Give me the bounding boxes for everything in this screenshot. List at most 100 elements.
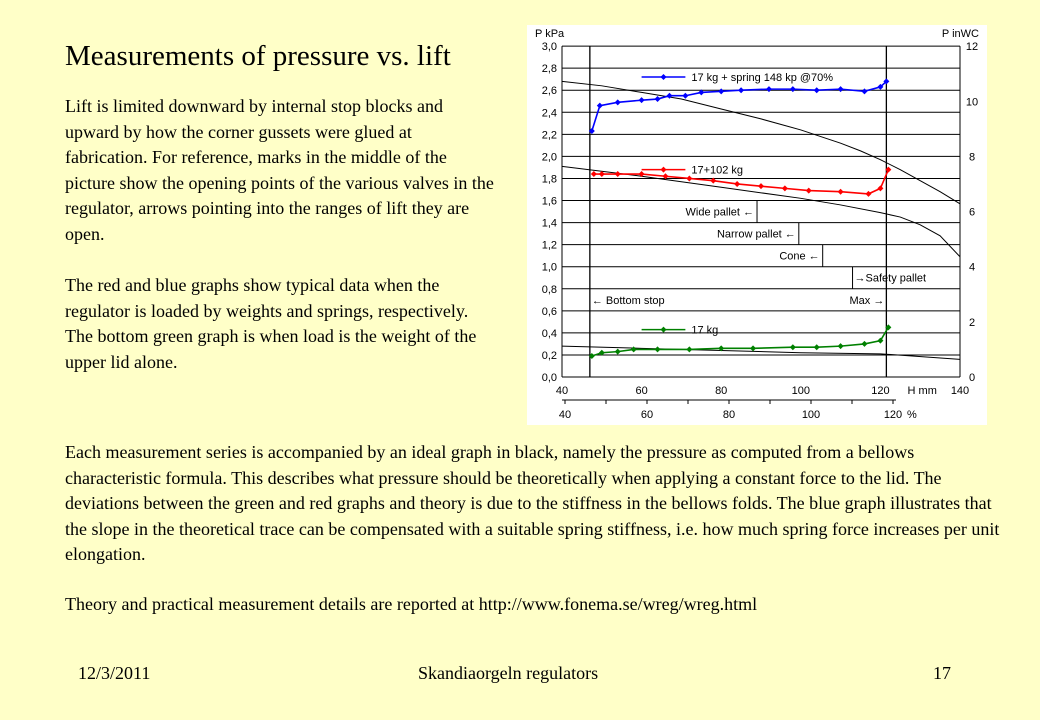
- y-tick-label: 1,2: [542, 240, 557, 252]
- footer-date: 12/3/2011: [78, 663, 151, 683]
- data-point: [598, 349, 605, 356]
- data-point: [698, 89, 705, 96]
- y-tick-label: 3,0: [542, 41, 557, 53]
- data-point: [789, 86, 796, 93]
- data-point: [666, 92, 673, 99]
- y-right-axis-label: P inWC: [942, 28, 979, 40]
- data-point: [654, 96, 661, 103]
- paragraph-reference: Theory and practical measurement details…: [65, 594, 758, 614]
- percent-tick-label: 80: [723, 409, 735, 421]
- y-tick-label: 2,8: [542, 63, 557, 75]
- data-point: [734, 180, 741, 187]
- legend-marker: [660, 166, 667, 173]
- data-point: [630, 346, 637, 353]
- data-point: [718, 345, 725, 352]
- data-point: [662, 173, 669, 180]
- data-point: [718, 88, 725, 95]
- data-point: [638, 171, 645, 178]
- data-point: [877, 83, 884, 90]
- data-point: [813, 87, 820, 94]
- y-right-tick-label: 8: [969, 151, 975, 163]
- data-point: [883, 78, 890, 85]
- y-tick-label: 2,6: [542, 85, 557, 97]
- data-point: [590, 171, 597, 178]
- y-tick-label: 0,8: [542, 284, 557, 296]
- data-point: [781, 185, 788, 192]
- theory-curve: [561, 165, 961, 258]
- data-point: [877, 337, 884, 344]
- y-tick-label: 1,4: [542, 218, 557, 230]
- percent-tick-label: 100: [802, 409, 820, 421]
- y-right-tick-label: 4: [969, 262, 975, 274]
- data-point: [596, 102, 603, 109]
- y-tick-label: 1,8: [542, 173, 557, 185]
- data-point: [861, 340, 868, 347]
- data-point: [710, 177, 717, 184]
- data-point: [614, 171, 621, 178]
- data-point: [686, 175, 693, 182]
- data-point: [588, 128, 595, 135]
- percent-tick-label: 40: [559, 409, 571, 421]
- footer-page-number: 17: [933, 663, 951, 683]
- data-point: [598, 171, 605, 178]
- legend-label: 17 kg + spring 148 kp @70%: [691, 72, 833, 84]
- data-point: [805, 187, 812, 194]
- x-axis-label: H mm: [908, 385, 937, 397]
- data-point: [588, 353, 595, 360]
- y-right-tick-label: 2: [969, 317, 975, 329]
- valve-mark-label: Cone ←: [779, 251, 819, 263]
- data-point: [750, 345, 757, 352]
- valve-mark-label: Wide pallet ←: [686, 207, 754, 219]
- data-point: [877, 185, 884, 192]
- x-tick-label: 80: [715, 385, 727, 397]
- data-point: [682, 92, 689, 99]
- series-line: [591, 326, 890, 357]
- percent-axis-label: %: [907, 409, 917, 421]
- slide-title: Measurements of pressure vs. lift: [65, 40, 451, 72]
- legend-label: 17 kg: [691, 325, 718, 337]
- theory-curve: [561, 345, 961, 360]
- y-axis-label: P kPa: [535, 28, 565, 40]
- y-tick-label: 0,6: [542, 306, 557, 318]
- y-right-tick-label: 12: [966, 41, 978, 53]
- y-right-tick-label: 0: [969, 372, 975, 384]
- data-point: [614, 99, 621, 106]
- x-tick-label: 140: [951, 385, 969, 397]
- x-tick-label: 60: [635, 385, 647, 397]
- valve-mark-label: →Safety pallet: [855, 273, 927, 285]
- data-point: [738, 87, 745, 94]
- y-tick-label: 0,4: [542, 328, 557, 340]
- data-point: [758, 183, 764, 190]
- data-point: [861, 88, 868, 95]
- limit-label: Max →: [850, 295, 885, 307]
- percent-tick-label: 60: [641, 409, 653, 421]
- data-point: [837, 86, 844, 93]
- y-tick-label: 2,2: [542, 129, 557, 141]
- y-tick-label: 1,6: [542, 196, 557, 208]
- x-tick-label: 100: [792, 385, 810, 397]
- y-tick-label: 2,4: [542, 107, 557, 119]
- data-point: [837, 343, 844, 350]
- data-point: [638, 97, 645, 104]
- y-right-tick-label: 6: [969, 207, 975, 219]
- x-tick-label: 120: [871, 385, 889, 397]
- data-point: [686, 346, 693, 353]
- data-point: [789, 344, 796, 351]
- x-tick-label: 40: [556, 385, 568, 397]
- y-tick-label: 0,0: [542, 372, 557, 384]
- valve-mark-label: Narrow pallet ←: [717, 229, 796, 241]
- legend-marker: [660, 326, 667, 333]
- data-point: [865, 190, 872, 197]
- footer-title: Skandiaorgeln regulators: [418, 663, 599, 683]
- data-point: [885, 324, 892, 331]
- y-right-tick-label: 10: [966, 96, 978, 108]
- y-tick-label: 0,2: [542, 350, 557, 362]
- percent-tick-label: 120: [884, 409, 902, 421]
- paragraph-theory: Each measurement series is accompanied b…: [65, 442, 1000, 564]
- y-tick-label: 2,0: [542, 151, 557, 163]
- legend-marker: [660, 73, 667, 80]
- y-tick-label: 1,0: [542, 262, 557, 274]
- data-point: [654, 346, 661, 353]
- pressure-lift-chart: 0,0 0,2 0,4 0,6 0,8 1,0 1,2 1,4 1,6 1,8 2,0 2,2 2,4 2…: [527, 25, 987, 425]
- paragraph-lift-limits: Lift is limited downward by internal sto…: [65, 96, 494, 244]
